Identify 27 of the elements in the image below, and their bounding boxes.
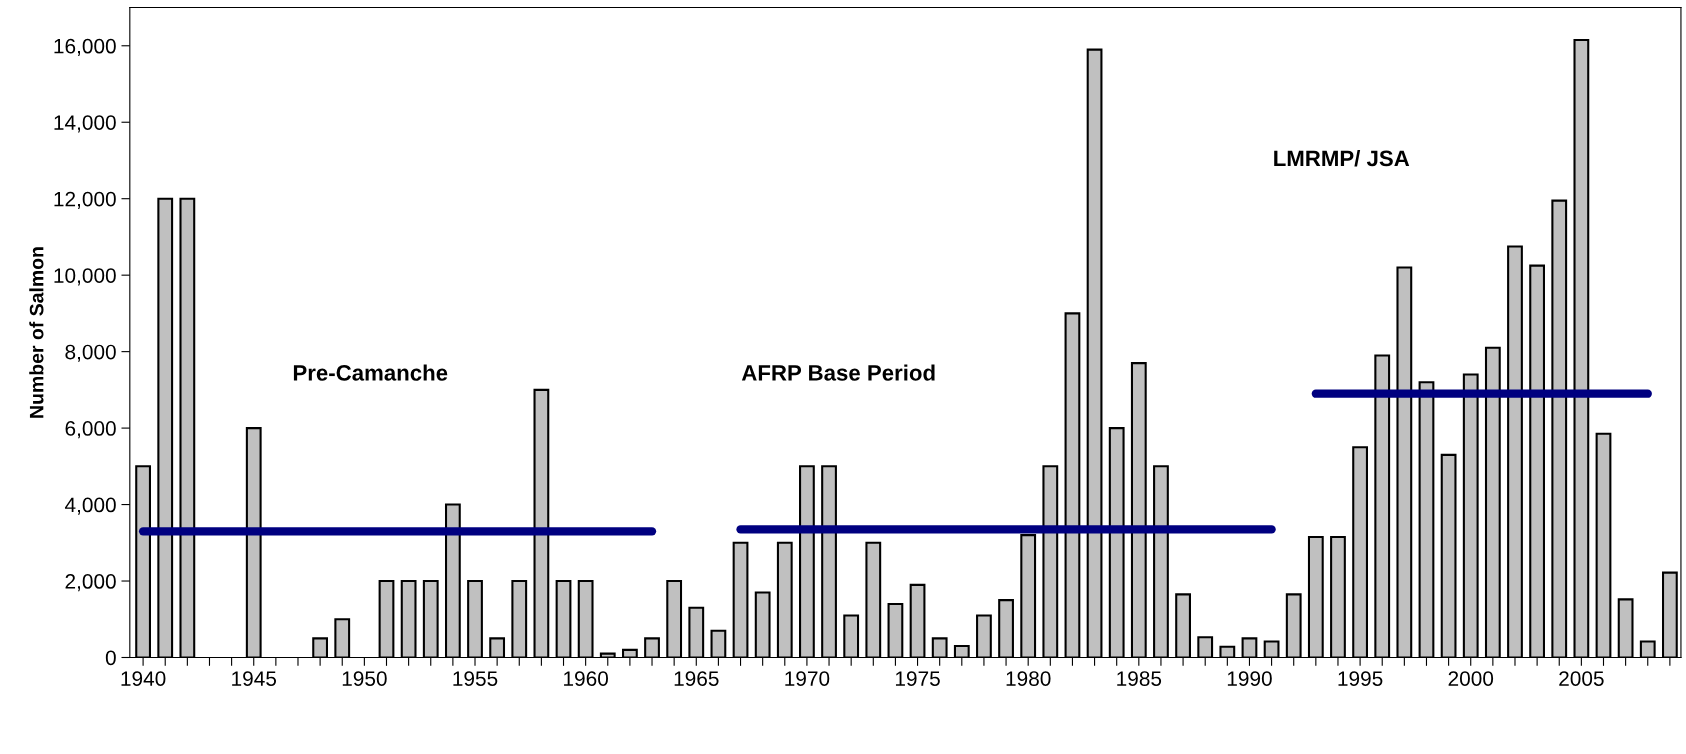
annotation: AFRP Base Period (741, 364, 935, 381)
x-tick-label: 1995 (1338, 671, 1383, 686)
y-tick-label: 4,000 (64, 497, 116, 515)
y-axis-title: Number of Salmon (29, 247, 44, 418)
y-tick-label: 2,000 (65, 574, 116, 592)
y-tick-label: 14,000 (54, 115, 116, 133)
x-tick-label: 1985 (1117, 671, 1162, 686)
x-tick-label: 2005 (1559, 671, 1604, 686)
y-tick-label: 12,000 (54, 191, 116, 209)
x-tick-label: 1960 (564, 671, 608, 686)
y-tick-label: 0 (105, 650, 116, 666)
y-tick-label: 10,000 (54, 268, 116, 286)
x-tick-label: 1955 (453, 671, 498, 686)
y-tick-label: 8,000 (65, 344, 116, 362)
x-tick-label: 1945 (232, 671, 277, 686)
annotation: Pre-Camanche (293, 364, 448, 381)
x-tick-label: 1970 (785, 671, 830, 686)
x-tick-label: 1940 (121, 671, 166, 686)
y-tick-label: 16,000 (54, 38, 116, 56)
x-tick-label: 1965 (674, 671, 719, 686)
annotation: LMRMP/ JSA (1274, 149, 1410, 167)
y-tick-label: 6,000 (65, 421, 116, 439)
x-tick-label: 1950 (342, 671, 387, 686)
x-tick-label: 1990 (1227, 671, 1272, 686)
x-tick-label: 1975 (895, 671, 940, 686)
x-tick-label: 2000 (1448, 671, 1494, 686)
x-tick-label: 1980 (1006, 671, 1051, 686)
